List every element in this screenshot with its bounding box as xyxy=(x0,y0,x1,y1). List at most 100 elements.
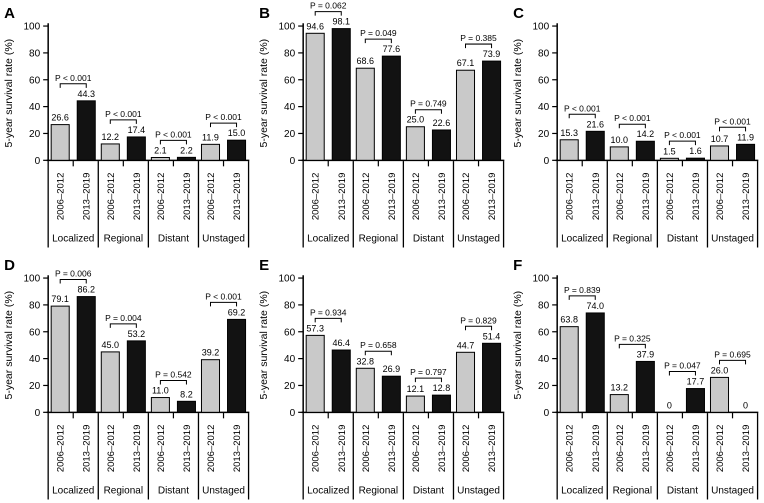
y-axis-title: 5-year survival rate (%) xyxy=(3,290,15,399)
bar-value-label: 1.5 xyxy=(663,146,676,156)
p-value-bracket xyxy=(569,294,597,300)
x-group-label: Unstaged xyxy=(711,485,754,496)
x-tick-label-period: 2006–2012 xyxy=(665,173,676,221)
x-group-label: Localized xyxy=(561,233,603,244)
bar-value-label: 10.0 xyxy=(611,135,629,145)
y-tick-label: 60 xyxy=(29,75,41,86)
x-tick-label-period: 2006–2012 xyxy=(206,424,217,472)
x-tick-label-period: 2006–2012 xyxy=(156,173,167,221)
p-value-bracket xyxy=(109,322,137,328)
y-axis-title: 5-year survival rate (%) xyxy=(512,290,524,399)
bar-2013-2019 xyxy=(431,394,451,413)
x-group-label: Distant xyxy=(413,233,444,244)
x-tick-label-period: 2006–2012 xyxy=(56,424,67,472)
bar-2013-2019 xyxy=(636,360,656,413)
x-tick-label-period: 2013–2019 xyxy=(232,173,243,221)
x-tick-label-period: 2006–2012 xyxy=(461,424,472,472)
survival-bar-chart: E 5-year survival rate (%) 0 20 40 60 80 100 57.… xyxy=(258,257,504,499)
x-group-label: Regional xyxy=(613,485,652,496)
y-tick-label: 0 xyxy=(544,407,550,418)
bar-2006-2012 xyxy=(200,143,221,161)
y-tick-label: 20 xyxy=(29,380,41,391)
x-tick-label-period: 2013–2019 xyxy=(691,424,702,472)
x-group-label: Localized xyxy=(52,233,94,244)
bar-value-label: 11.0 xyxy=(152,385,169,395)
x-tick-label-period: 2013–2019 xyxy=(591,424,602,472)
p-value-bracket xyxy=(59,83,87,88)
bar-value-label: 44.7 xyxy=(456,340,474,350)
bar-2006-2012 xyxy=(660,157,680,161)
x-tick-label-period: 2013–2019 xyxy=(741,424,752,472)
x-tick-label-period: 2013–2019 xyxy=(182,173,193,221)
p-value-label: P = 0.542 xyxy=(155,369,192,379)
bar-2006-2012 xyxy=(355,67,375,161)
bar-2013-2019 xyxy=(227,318,247,413)
panel-letter: A xyxy=(4,5,15,22)
bar-value-label: 25.0 xyxy=(406,115,424,125)
panel-F: F 5-year survival rate (%) 0 20 40 60 80 100 63.… xyxy=(509,252,764,503)
p-value-label: P < 0.001 xyxy=(105,109,142,119)
bar-value-label: 67.1 xyxy=(456,58,474,68)
bar-value-label: 22.6 xyxy=(432,118,450,128)
bar-value-label: 2.2 xyxy=(180,145,193,155)
y-tick-label: 80 xyxy=(538,48,550,59)
bar-value-label: 51.4 xyxy=(482,331,500,341)
bar-2006-2012 xyxy=(50,305,70,413)
bar-value-label: 13.2 xyxy=(611,382,629,392)
y-tick-label: 80 xyxy=(284,300,296,311)
bar-2006-2012 xyxy=(610,393,630,413)
p-value-label: P < 0.001 xyxy=(205,112,242,122)
bar-value-label: 1.6 xyxy=(690,146,703,156)
p-value-bracket xyxy=(719,126,747,132)
y-tick-label: 60 xyxy=(538,75,550,86)
bar-2013-2019 xyxy=(227,139,247,161)
p-value-bracket xyxy=(464,43,492,49)
y-tick-label: 40 xyxy=(284,102,296,113)
bar-2006-2012 xyxy=(50,124,70,161)
y-tick-label: 0 xyxy=(544,156,550,167)
bar-value-label: 39.2 xyxy=(202,347,220,357)
bar-2013-2019 xyxy=(481,342,501,413)
bar-2013-2019 xyxy=(636,140,656,161)
x-tick-label-period: 2013–2019 xyxy=(232,424,243,472)
bar-2013-2019 xyxy=(431,129,451,161)
x-group-label: Distant xyxy=(158,485,189,496)
x-group-label: Distant xyxy=(158,233,189,244)
bar-2013-2019 xyxy=(126,136,146,161)
bar-2013-2019 xyxy=(381,55,401,161)
bar-value-label: 0 xyxy=(743,400,748,410)
p-value-label: P < 0.001 xyxy=(155,129,192,139)
x-tick-label-period: 2006–2012 xyxy=(665,424,676,472)
y-tick-label: 100 xyxy=(23,22,40,33)
y-axis-title: 5-year survival rate (%) xyxy=(512,39,524,148)
bar-2006-2012 xyxy=(100,143,120,161)
x-tick-label-period: 2013–2019 xyxy=(132,173,143,221)
bar-2006-2012 xyxy=(150,156,170,161)
p-value-bracket xyxy=(414,109,442,114)
p-value-label: P < 0.001 xyxy=(715,116,752,126)
x-tick-label-period: 2013–2019 xyxy=(182,424,193,472)
bar-value-label: 46.4 xyxy=(332,338,350,348)
panel-letter: F xyxy=(513,257,522,274)
bar-value-label: 15.3 xyxy=(561,128,579,138)
bar-2006-2012 xyxy=(455,351,475,413)
bar-2006-2012 xyxy=(305,334,325,413)
x-tick-label-period: 2013–2019 xyxy=(487,424,498,472)
p-value-label: P = 0.004 xyxy=(105,312,142,322)
bar-value-label: 14.2 xyxy=(637,129,655,139)
y-tick-label: 40 xyxy=(29,354,41,365)
x-tick-label-period: 2006–2012 xyxy=(360,173,371,221)
survival-bar-chart: A 5-year survival rate (%) 0 20 40 60 80 100 26.… xyxy=(3,5,250,248)
p-value-bracket xyxy=(314,317,342,322)
bar-2013-2019 xyxy=(331,28,351,161)
y-tick-label: 0 xyxy=(289,407,295,418)
bar-2006-2012 xyxy=(405,126,425,161)
bar-2013-2019 xyxy=(176,156,196,161)
bar-value-label: 32.8 xyxy=(356,356,374,366)
x-tick-label-period: 2006–2012 xyxy=(310,173,321,221)
bar-value-label: 37.9 xyxy=(637,349,655,359)
y-axis-title: 5-year survival rate (%) xyxy=(3,39,15,148)
x-group-label: Unstaged xyxy=(202,233,245,244)
bar-value-label: 44.3 xyxy=(77,89,95,99)
bar-2013-2019 xyxy=(686,387,706,413)
